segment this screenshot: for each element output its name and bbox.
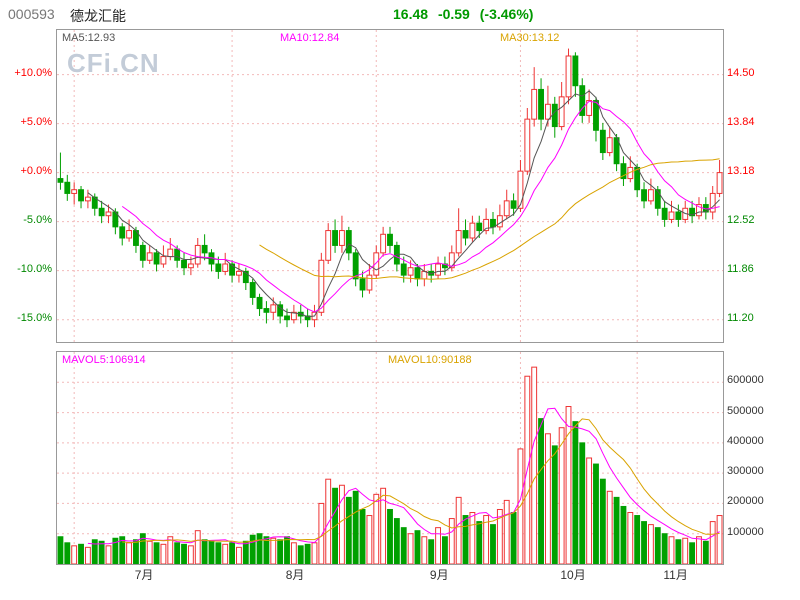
main-right-axis: 14.50 13.84 13.18 12.52 11.86 11.20 — [727, 29, 797, 341]
month-label: 10月 — [560, 568, 586, 582]
ma-labels: MA5:12.93 MA10:12.84 MA30:13.12 — [57, 32, 723, 46]
month-label: 9月 — [429, 568, 449, 582]
percent-axis-label: +0.0% — [20, 164, 53, 177]
main-left-axis: +10.0% +5.0% +0.0% -5.0% -10.0% -15.0% — [0, 29, 52, 341]
percent-axis-label: +10.0% — [14, 66, 52, 79]
price-axis-label: 13.84 — [727, 115, 755, 128]
price-change: -0.59 — [437, 6, 470, 22]
percent-axis-label: -15.0% — [17, 311, 52, 324]
month-label: 11月 — [663, 568, 688, 582]
price-axis-label: 14.50 — [727, 66, 755, 79]
month-axis: 7月 8月 9月 10月 11月 — [56, 566, 722, 582]
ma30-label: MA30:13.12 — [500, 32, 560, 44]
percent-axis-label: -10.0% — [17, 262, 52, 275]
stock-name: 德龙汇能 — [70, 8, 126, 24]
price-axis-label: 11.20 — [727, 311, 754, 324]
volume-chart-panel[interactable]: MAVOL5:106914 MAVOL10:90188 — [56, 351, 724, 565]
price-axis-label: 11.86 — [727, 262, 754, 275]
header: 000593 德龙汇能 16.48 -0.59 (-3.46%) — [0, 0, 800, 26]
volume-axis-label: 400000 — [727, 434, 764, 447]
mavol10-label: MAVOL10:90188 — [388, 354, 472, 366]
price-axis-label: 13.18 — [727, 164, 755, 177]
last-price: 16.48 — [393, 6, 429, 22]
price-change-percent: (-3.46%) — [479, 6, 534, 22]
month-label: 7月 — [134, 568, 154, 582]
stock-code: 000593 — [8, 6, 55, 22]
month-label: 8月 — [285, 568, 305, 582]
mavol-labels: MAVOL5:106914 MAVOL10:90188 — [57, 354, 723, 368]
percent-axis-label: +5.0% — [20, 115, 53, 128]
volume-chart[interactable] — [57, 352, 723, 564]
percent-axis-label: -5.0% — [23, 213, 52, 226]
mavol5-label: MAVOL5:106914 — [62, 354, 146, 366]
volume-axis-label: 500000 — [727, 404, 764, 417]
price-axis-label: 12.52 — [727, 213, 755, 226]
main-chart-panel[interactable]: CFi.CN MA5:12.93 MA10:12.84 MA30:13.12 — [56, 29, 724, 343]
volume-axis-label: 100000 — [727, 525, 764, 538]
ma10-label: MA10:12.84 — [280, 32, 340, 44]
volume-axis-label: 300000 — [727, 465, 764, 478]
volume-axis-label: 600000 — [727, 374, 764, 387]
quote: 16.48 -0.59 (-3.46%) — [393, 6, 539, 22]
volume-axis-label: 200000 — [727, 495, 764, 508]
volume-right-axis: 600000 500000 400000 300000 200000 100000 — [727, 351, 797, 563]
watermark-logo: CFi.CN — [67, 48, 160, 78]
candlestick-chart[interactable] — [57, 30, 723, 342]
ma5-label: MA5:12.93 — [62, 32, 116, 44]
